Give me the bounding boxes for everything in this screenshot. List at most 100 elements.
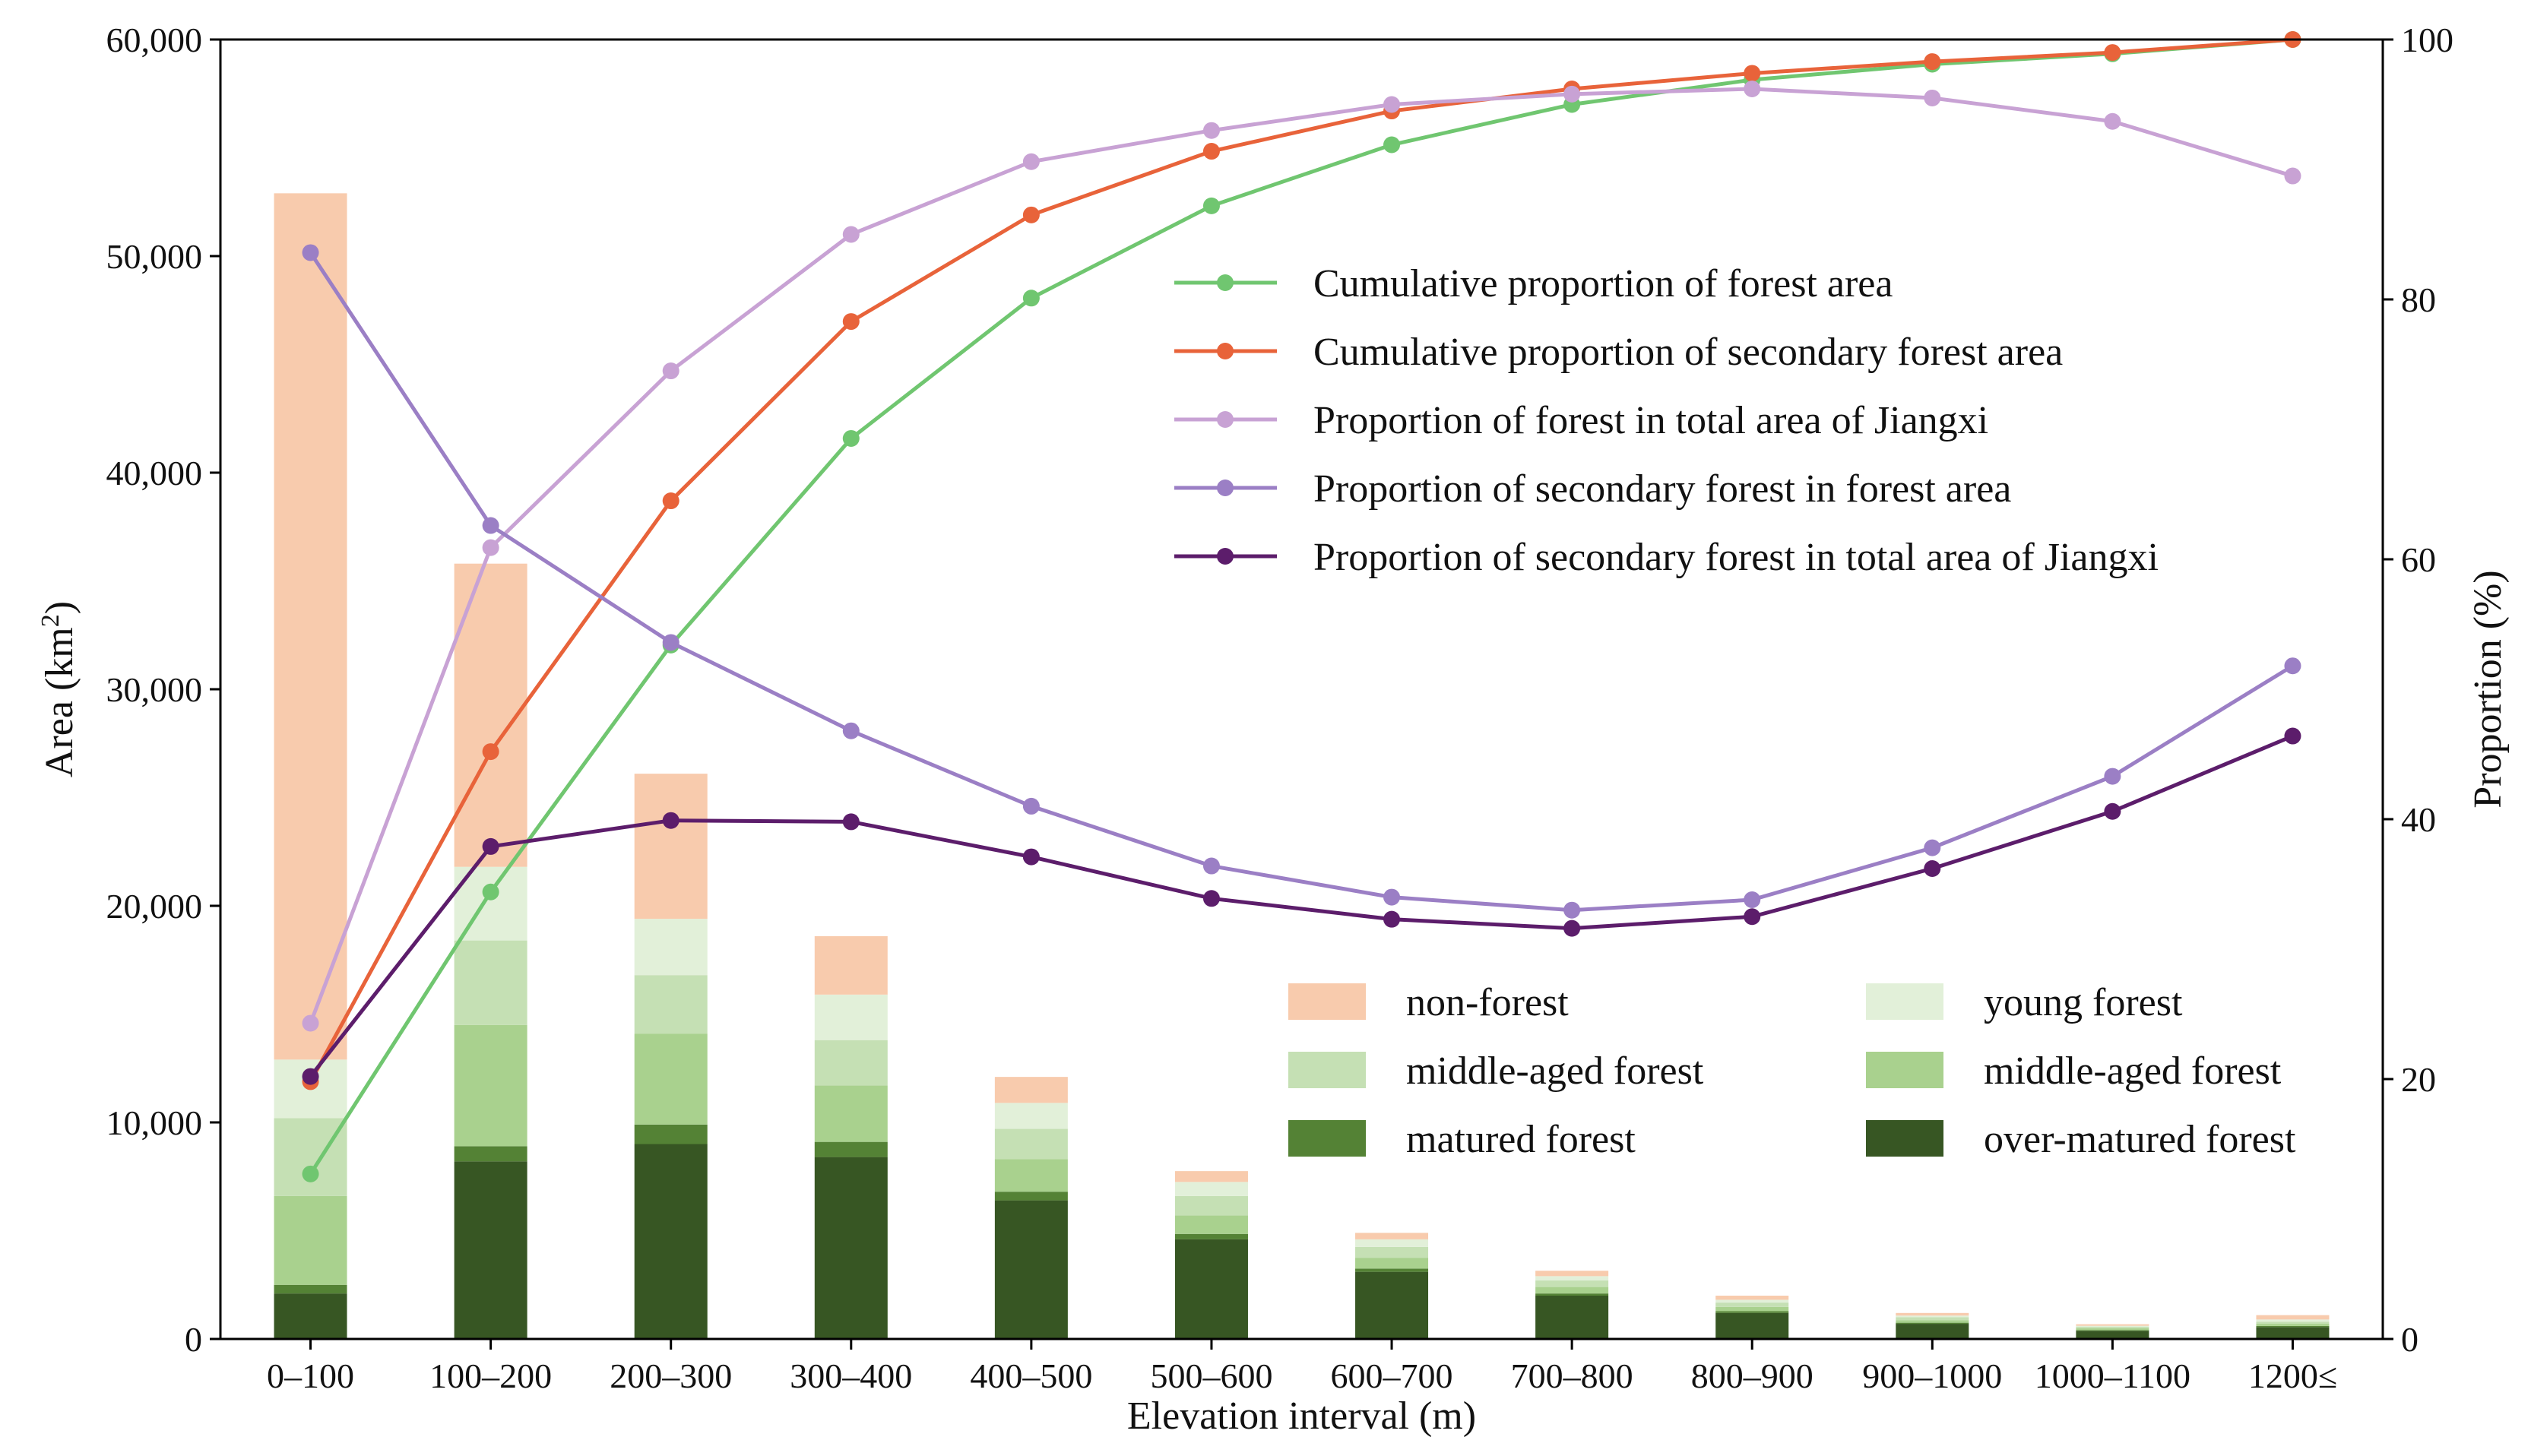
bar-11-4 xyxy=(2256,1319,2330,1322)
bar-7-0 xyxy=(1535,1296,1609,1339)
bar-10-2 xyxy=(2076,1328,2149,1331)
bar-0-2 xyxy=(274,1195,347,1285)
lines-layer xyxy=(302,31,2301,1182)
series-point-0-4 xyxy=(1022,290,1040,307)
series-point-4-10 xyxy=(2104,802,2121,820)
bar-9-5 xyxy=(1896,1312,1969,1316)
bar-legend: non-forest young forest middle-aged forest… xyxy=(1288,981,2296,1161)
bar-7-1 xyxy=(1535,1293,1609,1296)
x-tick-label-7: 700–800 xyxy=(1511,1356,1633,1395)
series-point-4-4 xyxy=(1022,848,1040,866)
y-left-tick-label-4: 40,000 xyxy=(106,454,203,492)
bar-0-0 xyxy=(274,1293,347,1339)
y-axis-left-title: Area (km2) xyxy=(36,601,82,777)
series-point-2-2 xyxy=(662,362,679,380)
x-tick-label-0: 0–100 xyxy=(267,1356,354,1395)
bar-8-4 xyxy=(1715,1299,1789,1303)
bars-layer xyxy=(274,193,2330,1339)
series-point-4-5 xyxy=(1202,890,1220,907)
series-point-3-6 xyxy=(1383,888,1401,906)
bar-legend-swatch-0 xyxy=(1288,983,1366,1020)
series-point-4-11 xyxy=(2284,727,2301,745)
bar-5-3 xyxy=(1174,1195,1248,1216)
series-point-3-10 xyxy=(2104,768,2121,785)
bar-legend-swatch-5 xyxy=(1866,1120,1943,1157)
bar-1-2 xyxy=(454,1024,527,1147)
bar-2-1 xyxy=(634,1124,708,1144)
bar-5-5 xyxy=(1174,1171,1248,1182)
bar-legend-swatch-2 xyxy=(1288,1052,1366,1088)
series-point-3-0 xyxy=(302,244,319,261)
bar-3-5 xyxy=(814,935,888,995)
y-left-tick-label-2: 20,000 xyxy=(106,887,203,926)
series-point-4-7 xyxy=(1563,919,1581,937)
x-tick-label-3: 300–400 xyxy=(790,1356,912,1395)
x-tick-label-8: 800–900 xyxy=(1691,1356,1814,1395)
y-left-tick-label-1: 10,000 xyxy=(106,1103,203,1142)
series-point-0-3 xyxy=(842,429,860,447)
line-legend-label-3: Proportion of secondary forest in forest… xyxy=(1313,467,2011,511)
bar-0-5 xyxy=(274,193,347,1060)
bar-9-3 xyxy=(1896,1317,1969,1321)
y-right-tick-label-1: 20 xyxy=(2401,1060,2436,1099)
series-point-1-2 xyxy=(662,492,679,510)
bar-6-0 xyxy=(1355,1271,1429,1339)
line-legend: Cumulative proportion of forest area Cumu… xyxy=(1174,262,2159,579)
bar-legend-label-5: over-matured forest xyxy=(1984,1118,2296,1161)
bar-4-0 xyxy=(994,1200,1068,1339)
bar-9-4 xyxy=(1896,1315,1969,1318)
series-point-2-0 xyxy=(302,1014,319,1032)
bar-11-0 xyxy=(2256,1327,2330,1339)
series-point-3-9 xyxy=(1924,839,1941,856)
bar-legend-label-2: middle-aged forest xyxy=(1406,1049,1704,1093)
bar-6-2 xyxy=(1355,1258,1429,1269)
series-point-3-3 xyxy=(842,722,860,739)
line-legend-label-0: Cumulative proportion of forest area xyxy=(1313,262,1893,305)
x-tick-label-2: 200–300 xyxy=(610,1356,732,1395)
bar-legend-swatch-3 xyxy=(1866,1052,1943,1088)
series-point-4-8 xyxy=(1744,908,1761,926)
bar-0-3 xyxy=(274,1118,347,1196)
y-right-tick-label-5: 100 xyxy=(2401,21,2453,59)
bar-2-4 xyxy=(634,919,708,976)
bar-11-1 xyxy=(2256,1325,2330,1328)
series-point-1-1 xyxy=(482,743,499,761)
bar-legend-swatch-1 xyxy=(1866,983,1943,1020)
line-legend-label-2: Proportion of forest in total area of Ji… xyxy=(1313,399,1988,442)
series-line-1 xyxy=(309,37,2293,1083)
bar-6-3 xyxy=(1355,1246,1429,1258)
x-tick-label-9: 900–1000 xyxy=(1862,1356,2002,1395)
bar-10-1 xyxy=(2076,1330,2149,1331)
bar-0-1 xyxy=(274,1284,347,1294)
series-point-4-1 xyxy=(482,837,499,855)
series-point-4-6 xyxy=(1383,910,1401,928)
bar-7-2 xyxy=(1535,1287,1609,1294)
bar-11-3 xyxy=(2256,1321,2330,1325)
series-line-3 xyxy=(309,252,2294,913)
bar-8-3 xyxy=(1715,1302,1789,1307)
y-left-tick-label-0: 0 xyxy=(185,1320,202,1359)
series-point-2-8 xyxy=(1744,80,1761,97)
bar-3-2 xyxy=(814,1085,888,1142)
bar-legend-label-0: non-forest xyxy=(1406,981,1569,1024)
bar-6-4 xyxy=(1355,1239,1429,1247)
line-legend-marker-1 xyxy=(1217,343,1234,359)
bar-9-1 xyxy=(1896,1322,1969,1325)
line-legend-label-4: Proportion of secondary forest in total … xyxy=(1313,536,2159,579)
series-line-4 xyxy=(309,734,2294,1078)
series-point-3-1 xyxy=(482,517,499,534)
series-line-2 xyxy=(309,87,2294,1024)
bar-5-1 xyxy=(1174,1233,1248,1239)
series-point-4-2 xyxy=(662,812,679,829)
x-tick-label-5: 500–600 xyxy=(1150,1356,1272,1395)
line-legend-marker-4 xyxy=(1217,548,1234,565)
series-point-2-6 xyxy=(1383,96,1401,113)
bar-1-1 xyxy=(454,1146,527,1162)
bar-8-1 xyxy=(1715,1311,1789,1313)
bar-11-2 xyxy=(2256,1324,2330,1326)
series-point-2-7 xyxy=(1563,85,1581,103)
series-point-3-11 xyxy=(2284,657,2301,675)
line-legend-marker-2 xyxy=(1217,411,1234,428)
bar-2-2 xyxy=(634,1033,708,1125)
